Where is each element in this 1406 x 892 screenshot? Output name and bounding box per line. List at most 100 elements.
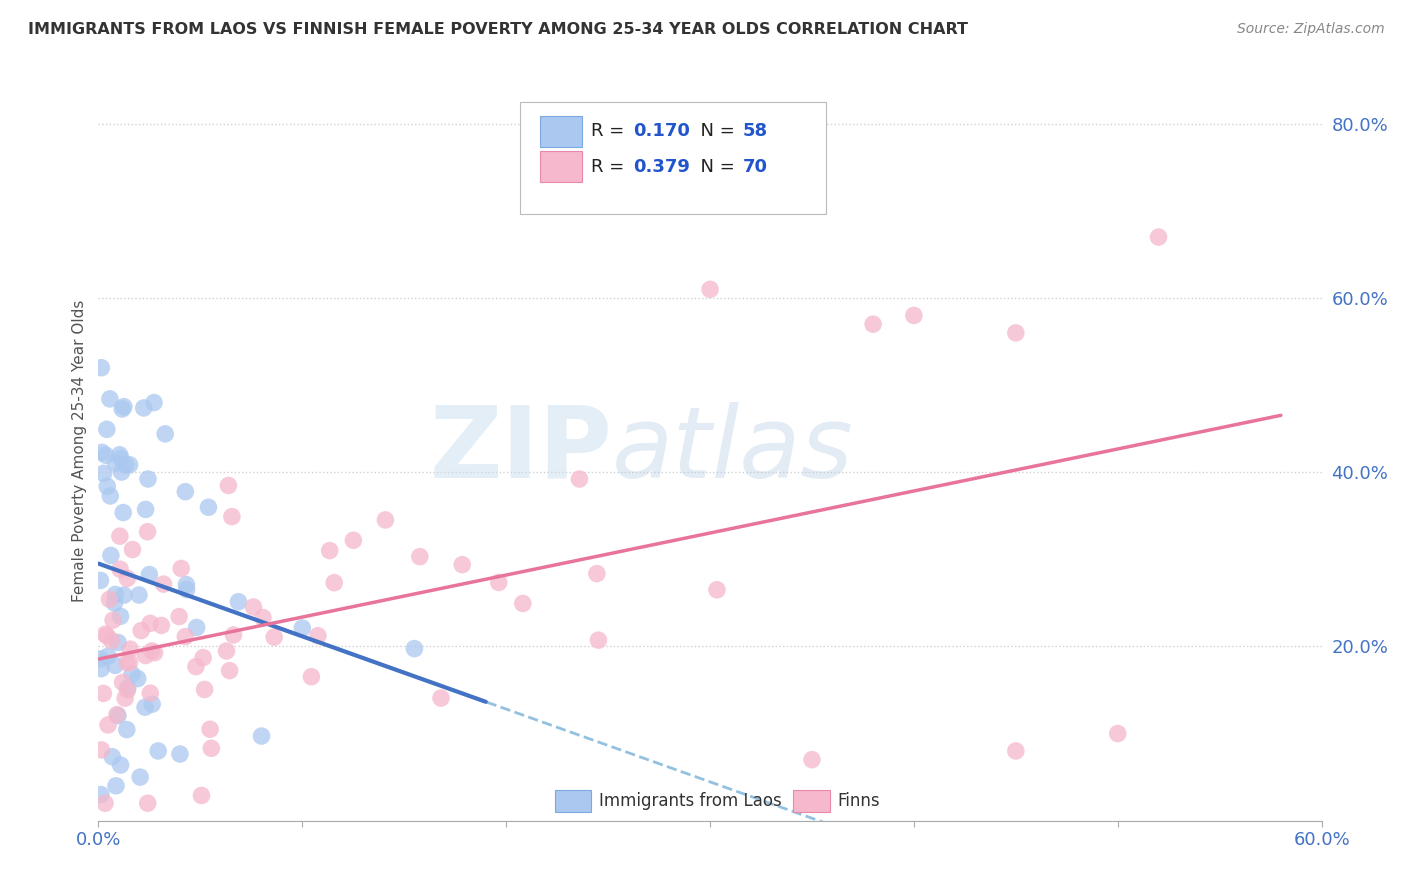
Point [117,683,139,698]
Point [451,558,474,572]
Point [96,479,118,493]
Point [98,392,121,406]
Point [139,686,162,700]
Point [200,741,222,756]
Point [110,451,132,466]
Point [112,588,135,602]
Text: Finns: Finns [837,792,880,810]
Point [100,633,122,648]
Point [107,635,129,649]
Point [323,575,346,590]
Point [110,465,132,479]
Text: Immigrants from Laos: Immigrants from Laos [599,792,782,810]
Point [221,509,243,524]
Point [169,747,191,761]
Point [174,484,197,499]
Point [97,649,120,664]
Point [104,456,127,470]
Point [176,577,198,591]
Point [318,543,340,558]
Point [141,697,163,711]
Point [706,582,728,597]
FancyBboxPatch shape [540,116,582,147]
Point [104,658,127,673]
Point [108,562,131,576]
Point [143,646,166,660]
Point [136,524,159,539]
Point [105,779,128,793]
Point [299,670,322,684]
Point [586,566,609,581]
Point [228,595,250,609]
Text: ZIP: ZIP [429,402,612,499]
Point [194,682,217,697]
Point [129,624,152,638]
Point [132,401,155,415]
Point [98,592,121,607]
Point [903,309,925,323]
Point [107,708,129,723]
Point [96,422,118,436]
Point [176,582,198,597]
FancyBboxPatch shape [520,103,827,213]
Point [117,571,139,585]
Point [150,618,173,632]
Point [112,506,135,520]
Point [115,723,138,737]
Point [136,472,159,486]
Point [114,691,136,706]
Text: 70: 70 [742,158,768,176]
Point [121,667,143,681]
Point [104,587,127,601]
Point [110,609,132,624]
Point [167,609,190,624]
Point [90,788,112,802]
Point [217,478,239,492]
Point [114,458,136,472]
Point [108,529,131,543]
FancyBboxPatch shape [793,790,830,813]
Point [263,630,285,644]
Point [430,691,453,706]
Point [153,426,176,441]
Point [91,445,114,459]
Point [112,400,135,414]
Point [1004,326,1026,340]
Point [93,467,115,481]
Point [190,789,212,803]
Point [101,749,124,764]
FancyBboxPatch shape [555,790,592,813]
Point [89,652,111,666]
Text: R =: R = [592,122,630,140]
Point [242,599,264,614]
Point [186,620,208,634]
Point [588,633,610,648]
Point [136,796,159,810]
Point [409,549,432,564]
Point [128,588,150,602]
Point [100,549,122,563]
Point [141,644,163,658]
Point [291,621,314,635]
Point [197,500,219,515]
Text: 58: 58 [742,122,768,140]
Point [170,561,193,575]
Point [184,659,207,673]
Point [218,664,240,678]
Text: atlas: atlas [612,402,853,499]
Point [1004,744,1026,758]
Point [108,448,131,462]
Point [1147,230,1170,244]
Point [89,574,111,588]
Point [90,743,112,757]
Point [307,629,329,643]
Point [488,575,510,590]
Point [129,770,152,784]
Point [93,686,115,700]
Text: N =: N = [689,158,741,176]
Point [94,448,117,462]
Point [111,675,134,690]
Point [215,644,238,658]
Point [120,642,142,657]
Text: N =: N = [689,122,741,140]
